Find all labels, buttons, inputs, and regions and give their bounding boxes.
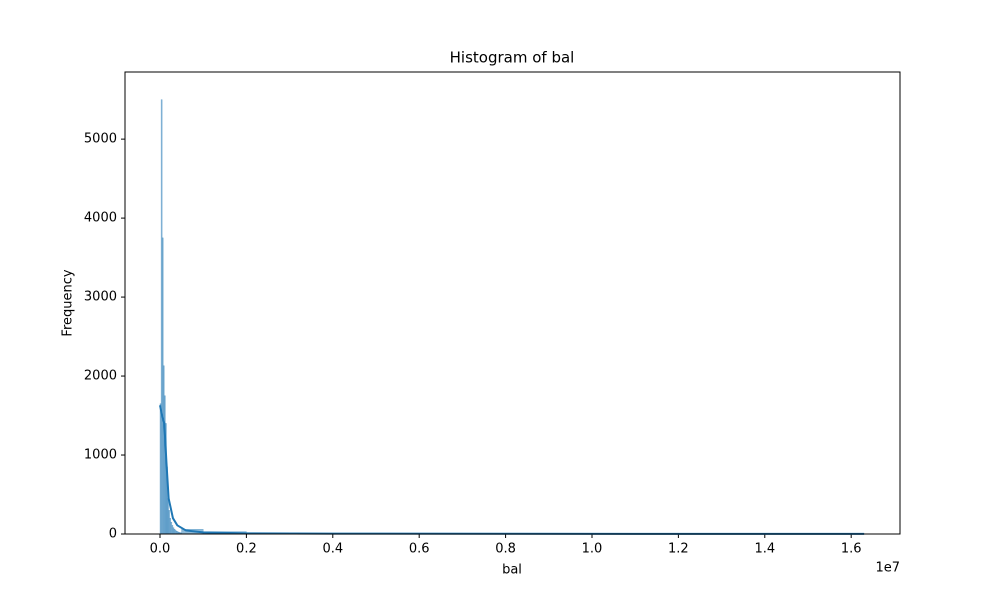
x-tick-label: 0.8 xyxy=(495,542,516,557)
x-axis-label: bal xyxy=(502,563,522,578)
y-axis-label: Frequency xyxy=(61,269,76,336)
x-tick-label: 0.4 xyxy=(322,542,343,557)
y-tick-label: 1000 xyxy=(84,448,117,463)
y-tick-label: 2000 xyxy=(84,369,117,384)
x-offset-label: 1e7 xyxy=(875,561,900,576)
y-tick-label: 0 xyxy=(109,527,117,542)
y-tick-label: 5000 xyxy=(84,132,117,147)
plot-frame xyxy=(124,71,901,535)
x-tick-label: 1.2 xyxy=(668,542,689,557)
y-tick-label: 4000 xyxy=(84,211,117,226)
y-tick-label: 3000 xyxy=(84,290,117,305)
x-tick-label: 1.4 xyxy=(754,542,775,557)
x-tick-label: 0.2 xyxy=(236,542,257,557)
chart-title: Histogram of bal xyxy=(450,49,575,67)
x-tick-label: 0.0 xyxy=(150,542,171,557)
x-tick-label: 1.6 xyxy=(841,542,862,557)
x-tick-label: 0.6 xyxy=(409,542,430,557)
kde-line xyxy=(159,405,865,535)
x-tick-label: 1.0 xyxy=(582,542,603,557)
